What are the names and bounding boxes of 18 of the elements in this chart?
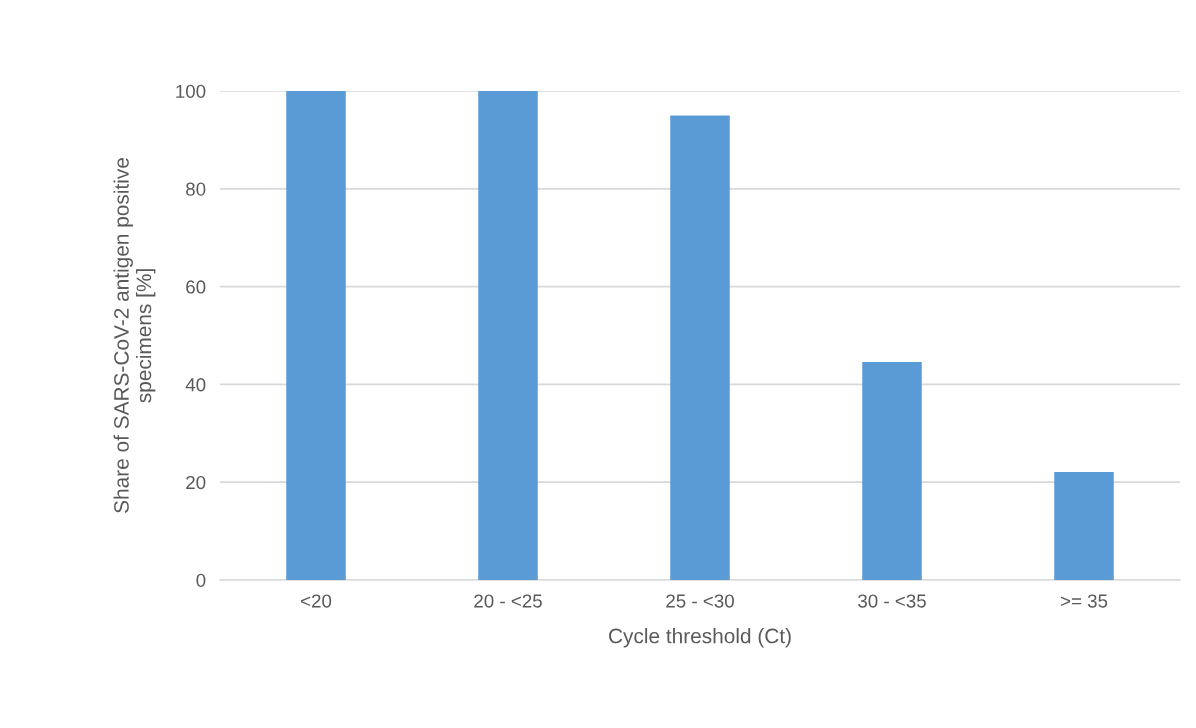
bar: [286, 91, 346, 580]
x-tick-label: <20: [301, 594, 332, 608]
x-axis-title: Cycle threshold (Ct): [609, 628, 791, 648]
bar: [478, 91, 538, 580]
bar: [670, 115, 730, 580]
bar: [1054, 471, 1114, 580]
y-tick-label: 40: [185, 378, 206, 392]
y-tick-label: 60: [186, 280, 206, 294]
y-tick-label: 20: [186, 475, 206, 490]
x-tick-label: 30 - <35: [858, 594, 926, 608]
x-tick-label: >= 35: [1060, 594, 1108, 608]
y-tick-label: 100: [176, 84, 206, 98]
bar: [862, 361, 922, 580]
y-tick-label: 0: [196, 573, 206, 587]
x-tick-label: 20 - <25: [474, 594, 542, 608]
x-tick-label: 25 - <30: [666, 594, 734, 608]
y-axis-title: Share of SARS-CoV-2 antigen positive specimens [%]: [113, 158, 156, 513]
y-tick-label: 80: [186, 182, 206, 196]
